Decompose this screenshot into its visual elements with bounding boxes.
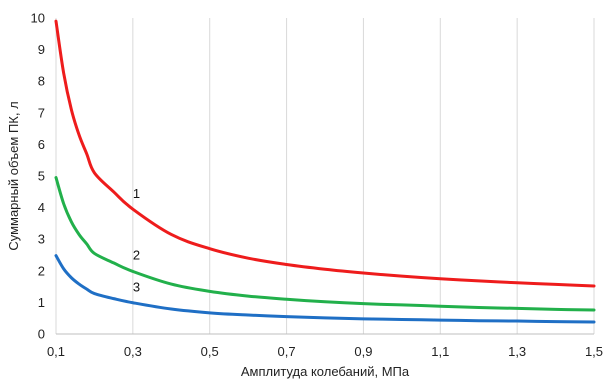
x-tick-label-4: 0,9 [354, 344, 372, 359]
series-lines [54, 19, 596, 324]
y-tick-label-4: 4 [38, 200, 45, 215]
series-line-2 [54, 176, 596, 312]
series-line-3 [54, 254, 596, 324]
y-tick-label-5: 5 [38, 169, 45, 184]
y-tick-label-2: 2 [38, 263, 45, 278]
y-tick-label-0: 0 [38, 327, 45, 342]
x-tick-label-6: 1,3 [508, 344, 526, 359]
y-axis-title: Суммарный объем ПК, л [6, 101, 21, 250]
curve-label-3: 3 [133, 279, 140, 294]
y-tick-label-8: 8 [38, 74, 45, 89]
grid [55, 18, 595, 334]
y-tick-label-9: 9 [38, 42, 45, 57]
series-annotations: 1 2 3 [133, 186, 140, 294]
axes: 0,1 0,3 0,5 0,7 0,9 1,1 1,3 1,5 0 1 2 3 4 5 6 7 8 9 10 [31, 11, 604, 360]
y-tick-label-3: 3 [38, 232, 45, 247]
x-tick-label-1: 0,3 [124, 344, 142, 359]
x-tick-label-2: 0,5 [201, 344, 219, 359]
x-tick-label-7: 1,5 [585, 344, 603, 359]
x-axis-title: Амплитуда колебаний, МПа [241, 364, 410, 379]
y-tick-label-6: 6 [38, 137, 45, 152]
x-tick-label-0: 0,1 [47, 344, 65, 359]
x-tick-label-5: 1,1 [431, 344, 449, 359]
y-tick-label-10: 10 [31, 11, 45, 26]
series-line-1 [54, 19, 596, 288]
y-tick-label-7: 7 [38, 105, 45, 120]
y-tick-label-1: 1 [38, 295, 45, 310]
x-tick-label-3: 0,7 [278, 344, 296, 359]
curve-label-2: 2 [133, 248, 140, 263]
curve-label-1: 1 [133, 186, 140, 201]
